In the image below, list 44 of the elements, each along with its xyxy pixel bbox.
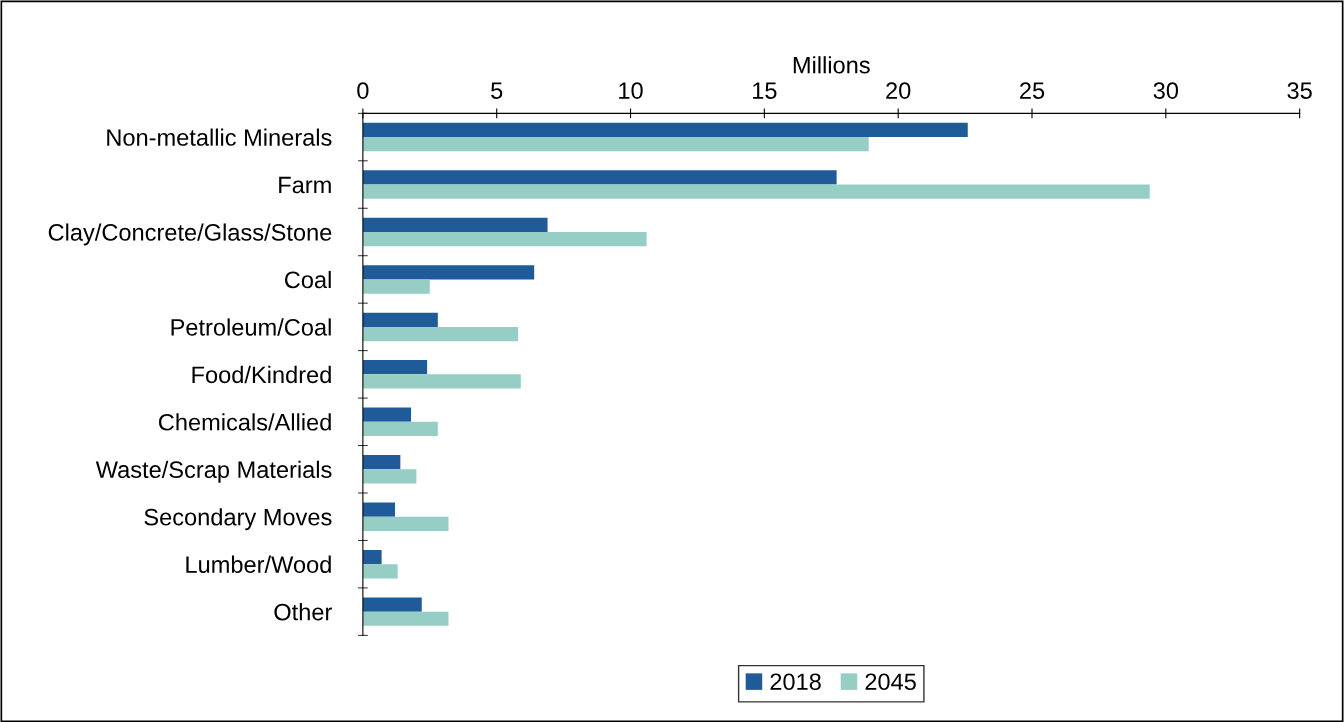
x-axis-title: Millions	[793, 56, 870, 74]
y-tick-label: Petroleum/Coal	[171, 318, 331, 336]
bar	[362, 502, 395, 517]
bar	[362, 122, 968, 138]
bar	[362, 184, 1150, 199]
legend-label: 2018	[770, 673, 821, 691]
y-tick-label: Food/Kindred	[192, 365, 331, 384]
y-tick-label: Other	[274, 603, 332, 621]
y-tick-label: Secondary Moves	[144, 508, 332, 531]
y-tick-label: Chemicals/Allied	[159, 413, 331, 431]
x-tick-label: 0	[357, 82, 369, 99]
bar	[362, 217, 548, 232]
bar	[362, 407, 412, 422]
bar	[362, 597, 422, 612]
y-tick-label: Coal	[284, 270, 331, 289]
bar	[362, 265, 535, 280]
x-tick-label: 10	[619, 82, 643, 99]
bar	[362, 611, 449, 626]
y-tick-label: Lumber/Wood	[186, 555, 331, 573]
x-tick-label: 25	[1020, 82, 1045, 99]
bar	[362, 564, 398, 579]
y-tick-label: Waste/Scrap Materials	[95, 460, 332, 483]
x-tick-label: 35	[1287, 82, 1312, 99]
y-tick-label: Clay/Concrete/Glass/Stone	[48, 223, 332, 246]
bar	[362, 516, 449, 531]
legend-label: 2045	[865, 673, 916, 691]
x-tick-label: 20	[886, 82, 911, 99]
bar	[362, 360, 428, 375]
y-tick-label: Farm	[279, 176, 331, 194]
bar	[362, 170, 837, 185]
bar	[362, 374, 521, 389]
x-tick-label: 15	[753, 82, 777, 99]
bar	[362, 137, 869, 152]
bar	[362, 279, 430, 294]
x-tick-label: 5	[491, 82, 503, 99]
bar	[362, 549, 382, 565]
bar	[362, 455, 401, 470]
bar	[362, 312, 438, 327]
bar	[362, 326, 519, 342]
y-tick-label: Non-metallic Minerals	[107, 128, 332, 146]
bar	[362, 421, 438, 437]
x-tick-label: 30	[1153, 82, 1179, 99]
bar	[362, 231, 647, 247]
bar	[362, 469, 417, 484]
